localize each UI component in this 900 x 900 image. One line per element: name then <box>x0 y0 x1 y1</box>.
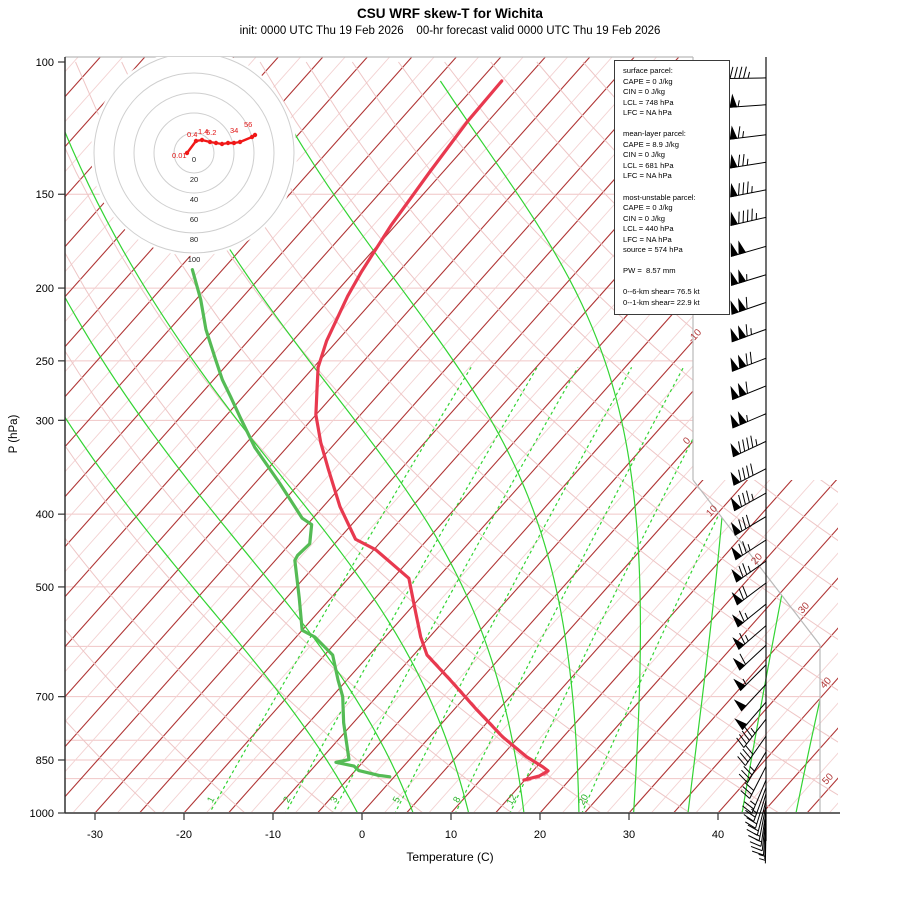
x-tick-label: 40 <box>712 829 724 841</box>
hodograph-point-label: 1.4 <box>198 127 208 136</box>
info-line: CIN = 0 J/kg <box>623 87 665 97</box>
isotherm-label: 40 <box>818 675 834 691</box>
hodograph-ring-label: 20 <box>190 175 198 184</box>
x-axis-label: Temperature (C) <box>406 850 494 864</box>
isotherm-label: -10 <box>686 327 704 345</box>
y-tick-label: 250 <box>36 356 54 368</box>
isotherm-label: 50 <box>820 771 836 787</box>
chart-subtitle: init: 0000 UTC Thu 19 Feb 2026 00-hr for… <box>239 25 661 37</box>
x-tick-label: -30 <box>87 829 103 841</box>
mixing-ratio-label: 5 <box>391 795 403 805</box>
info-line: CIN = 0 J/kg <box>623 150 665 160</box>
dewpoint-curve <box>190 268 392 779</box>
isotherm-label: 0 <box>681 435 693 447</box>
info-line <box>623 277 723 288</box>
info-line: LFC = NA hPa <box>623 171 672 181</box>
y-tick-label: 100 <box>36 57 54 69</box>
y-tick-label: 200 <box>36 283 54 295</box>
hodograph-point-label: 34 <box>230 126 238 135</box>
x-tick-label: 10 <box>445 829 457 841</box>
chart-title: CSU WRF skew-T for Wichita <box>357 6 543 21</box>
info-line: LCL = 748 hPa <box>623 97 674 107</box>
info-line: CIN = 0 J/kg <box>623 213 665 223</box>
info-line: LFC = NA hPa <box>623 234 672 244</box>
hodograph-ring-label: 100 <box>188 255 201 264</box>
sounding-curves <box>190 79 552 783</box>
y-tick-label: 300 <box>36 415 54 427</box>
info-line: mean-layer parcel: <box>623 129 686 139</box>
hodograph: 0 20 40 60 80 100 0.01 0.4 1.45.2 34 56 <box>91 57 297 264</box>
y-tick-label: 850 <box>36 755 54 767</box>
mixing-ratio-label: 8 <box>451 795 463 805</box>
info-line: PW = 8.57 mm <box>623 266 676 276</box>
hodograph-ring-label: 0 <box>192 155 196 164</box>
y-tick-label: 700 <box>36 692 54 704</box>
parcel-info-box: surface parcel: CAPE = 0 J/kg CIN = 0 J/kg… <box>614 60 730 315</box>
mixing-ratio-label: 20 <box>576 793 591 808</box>
hodograph-ring-label: 60 <box>190 215 198 224</box>
hodograph-point-label: 56 <box>244 120 252 129</box>
temperature-curve <box>314 79 550 782</box>
hodograph-ring <box>93 57 295 254</box>
mixing-ratio-label: 3 <box>328 795 340 805</box>
x-tick-label: 30 <box>623 829 635 841</box>
hodograph-ring <box>153 112 235 194</box>
hodograph-ring <box>113 72 275 234</box>
hodograph-ring <box>173 132 215 174</box>
info-line: surface parcel: <box>623 66 673 75</box>
hodograph-backing <box>91 57 297 256</box>
x-tick-label: 20 <box>534 829 546 841</box>
info-line: 0--6-km shear= 76.5 kt <box>623 287 700 297</box>
hodograph-ring-label: 80 <box>190 235 198 244</box>
info-line: LFC = NA hPa <box>623 108 672 118</box>
x-tick-label: -20 <box>176 829 192 841</box>
info-line: LCL = 681 hPa <box>623 160 674 170</box>
x-tick-label: -10 <box>265 829 281 841</box>
info-line: CAPE = 0 J/kg <box>623 203 673 213</box>
info-line: CAPE = 8.9 J/kg <box>623 139 679 149</box>
hodograph-point-label: 5.2 <box>206 128 216 137</box>
hodograph-ring-label: 40 <box>190 195 198 204</box>
hodograph-ring <box>133 92 255 214</box>
info-line: LCL = 440 hPa <box>623 224 674 234</box>
y-tick-label: 400 <box>36 509 54 521</box>
mixing-ratio-label: 2 <box>281 795 293 805</box>
mixing-ratio-labels: 1 2 3 5 8 12 20 <box>205 793 591 808</box>
wind-barbs <box>729 66 767 864</box>
info-line: 0--1-km shear= 22.9 kt <box>623 298 700 308</box>
info-line <box>623 119 723 130</box>
mixing-ratio-label: 12 <box>505 793 520 808</box>
mixing-ratio-label: 1 <box>205 795 217 805</box>
isotherm-label: 20 <box>749 551 765 567</box>
hodograph-point-label: 0.4 <box>187 130 197 139</box>
info-line: most-unstable parcel: <box>623 192 696 202</box>
hodograph-point-label: 0.01 <box>172 151 187 160</box>
y-tick-label: 500 <box>36 582 54 594</box>
y-tick-label: 1000 <box>30 808 54 820</box>
info-line <box>623 256 723 267</box>
y-tick-label: 150 <box>36 189 54 201</box>
info-line <box>623 182 723 193</box>
info-line: source = 574 hPa <box>623 245 683 255</box>
info-line: CAPE = 0 J/kg <box>623 76 673 86</box>
x-tick-label: 0 <box>359 829 365 841</box>
